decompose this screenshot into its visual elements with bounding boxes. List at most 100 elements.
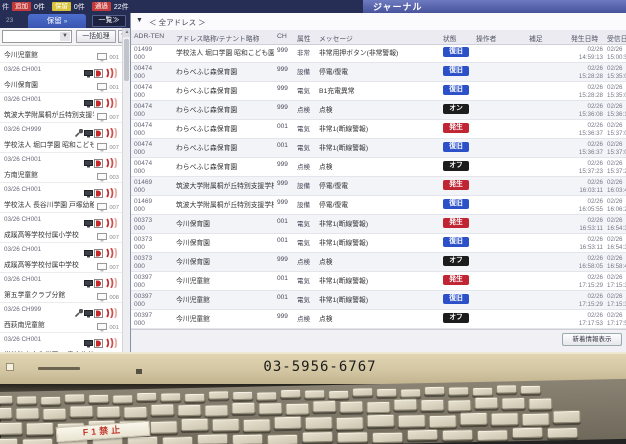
journal-row[interactable]: 00474 000 わらべふじ森保育園 999 設備 停電/復電 復旧 02/26 15:28:… (131, 63, 626, 82)
status-badge: 復旧 (443, 294, 469, 304)
cell-adr-ten: 00373 000 (134, 217, 153, 232)
facility-filter-select[interactable]: ▼ (2, 30, 72, 43)
monitor-bezel: 03-5956-6767 (0, 352, 626, 384)
journal-row[interactable]: 00397 000 今川児童館 001 電気 非常1(断線警報) 復旧 02/26 17:15:… (131, 291, 626, 310)
journal-row[interactable]: 01469 000 筑波大学附属桐が丘特別支援学校 999 設備 停電/復電 復旧 02/26… (131, 196, 626, 215)
cell-status: オフ (439, 313, 473, 323)
cell-address-name: わらべふじ森保育園 (176, 164, 238, 171)
facility-channel-row[interactable]: 03/26 CH001 (0, 182, 122, 199)
facility-channel-row[interactable]: 03/26 CH001 (0, 332, 122, 349)
channel-label: 03/26 CH001 (4, 276, 42, 283)
cell-ch: 001 (277, 123, 288, 130)
journal-row[interactable]: 01499 000 学校法人 堀口学園 昭和こども園 999 非常 非常用押ボタン(非常警… (131, 44, 626, 63)
channel-icons (84, 335, 119, 352)
keyboard-key (441, 429, 474, 441)
facility-item[interactable]: 今川保育園 001 (0, 76, 122, 92)
monitor-icon (97, 199, 108, 217)
keyboard-key (231, 433, 264, 444)
facility-channel-row[interactable]: 03/26 CH001 (0, 152, 122, 169)
channel-label: 03/26 CH001 (4, 156, 42, 163)
keyboard-key (312, 399, 337, 413)
address-filter-row[interactable]: ▼ ＜ 全アドレス ＞ (131, 13, 626, 31)
refresh-button[interactable]: 新着情報表示 (562, 333, 622, 346)
top-toolbar: 件 追加 0件 保留 0件 通過 22件 ジャーナル (0, 0, 626, 13)
sidebar-scrollbar[interactable]: ▲ (122, 28, 131, 352)
facility-channel-row[interactable]: 03/26 CH001 (0, 62, 122, 79)
list-button[interactable]: 一覧≫ (92, 15, 126, 27)
scrollbar-thumb[interactable] (124, 39, 129, 81)
terminal-icon (84, 335, 93, 352)
facility-item[interactable]: 西荻南児童館 001 (0, 316, 122, 332)
journal-row[interactable]: 00474 000 わらべふじ森保育園 001 電気 非常1(断線警報) 発生 02/26 15… (131, 120, 626, 139)
cell-adr-ten: 00474 000 (134, 65, 153, 80)
journal-row[interactable]: 01469 000 筑波大学附属桐が丘特別支援学校 999 設備 停電/復電 発生 02/26… (131, 177, 626, 196)
terminal-icon (84, 95, 93, 113)
cell-occurred-datetime: 02/26 14:59:13 (578, 46, 603, 61)
facility-name: 筑波大学附属桐が丘特別支援学校 (4, 112, 94, 119)
keyboard-key (96, 405, 121, 418)
channel-count: 008 (109, 295, 119, 301)
cell-address-name: わらべふじ森保育園 (176, 126, 238, 133)
keyboard-key (336, 431, 369, 443)
keyboard-key (211, 417, 240, 432)
journal-row[interactable]: 00373 000 今川保育園 001 電気 非常1(断線警報) 発生 02/26 16:53:… (131, 215, 626, 234)
channel-count: 007 (109, 265, 119, 271)
facility-channel-row[interactable]: 03/26 CH001 (0, 92, 122, 109)
status-badge: オフ (443, 256, 469, 266)
keyboard-key (406, 428, 439, 441)
cell-status: 復旧 (439, 142, 473, 152)
facility-channel-row[interactable]: 03/26 CH999 (0, 302, 122, 319)
cell-message: 非常1(断線警報) (319, 278, 369, 285)
facility-icons: 007 (97, 199, 119, 217)
facility-item[interactable]: 第五学童クラブ分館 008 (0, 286, 122, 302)
keyboard-key (546, 426, 579, 439)
cell-occurred-datetime: 02/26 16:53:11 (579, 217, 603, 232)
facility-item[interactable]: 学校法人 長谷川学園 戸塚幼稚園 007 (0, 196, 122, 212)
column-header: ADR-TEN (134, 33, 165, 40)
facility-channel-row[interactable]: 03/26 CH999 (0, 122, 122, 139)
facility-item[interactable]: 成蹊高等学校付属小学校 007 (0, 226, 122, 242)
journal-row[interactable]: 00373 000 今川保育園 999 点検 点検 オフ 02/26 16:58:05 02/26… (131, 253, 626, 272)
facility-icons: 007 (97, 139, 119, 157)
facility-channel-row[interactable]: 03/26 CH001 (0, 242, 122, 259)
cell-message: 非常用押ボタン(非常警報) (319, 50, 399, 57)
cell-occurred-datetime: 02/26 16:05:55 (578, 198, 603, 213)
facility-item[interactable]: 方南児童館 003 (0, 166, 122, 182)
signal-strength-icon (104, 155, 119, 173)
cell-occurred-datetime: 02/26 15:37:23 (578, 160, 603, 175)
facility-item[interactable]: 成蹊高等学校付属中学校 007 (0, 256, 122, 272)
facility-item[interactable]: 学校法人 堀口学園 昭和こども園 007 (0, 136, 122, 152)
keyboard-key (423, 385, 446, 396)
keyboard-key (64, 393, 86, 403)
cell-address-name: 学校法人 堀口学園 昭和こども園 (176, 50, 274, 57)
journal-row[interactable]: 00373 000 今川保育園 001 電気 非常1(断線警報) 復旧 02/26 16:53:… (131, 234, 626, 253)
journal-row[interactable]: 00474 000 わらべふじ森保育園 999 点検 点検 オン 02/26 15:36:08 0… (131, 101, 626, 120)
batch-process-button[interactable]: 一括処理 (76, 30, 116, 43)
scroll-up-icon[interactable]: ▲ (123, 28, 131, 37)
cell-ch: 999 (277, 313, 288, 320)
channel-label: 03/26 CH001 (4, 66, 42, 73)
facility-channel-row[interactable]: 03/26 CH001 (0, 212, 122, 229)
signal-strength-icon (104, 95, 119, 113)
journal-row[interactable]: 00397 000 今川児童館 999 点検 点検 オフ 02/26 17:17:53 02/26… (131, 310, 626, 329)
journal-row[interactable]: 00474 000 わらべふじ森保育園 999 電気 B1充電異常 復旧 02/26 15:28… (131, 82, 626, 101)
facility-item[interactable]: 筑波大学附属桐が丘特別支援学校 007 (0, 106, 122, 122)
tab-hold[interactable]: 保留 » (28, 14, 86, 28)
journal-row[interactable]: 00474 000 わらべふじ森保育園 001 電気 非常1(断線警報) 復旧 02/26 15… (131, 139, 626, 158)
facility-channel-row[interactable]: 03/26 CH001 (0, 272, 122, 289)
journal-row[interactable]: 00474 000 わらべふじ森保育園 999 点検 点検 オフ 02/26 15:37:23 0… (131, 158, 626, 177)
keyboard-key (196, 433, 229, 444)
keyboard-key (0, 421, 23, 436)
keyboard-key (495, 384, 518, 394)
column-header: 状態 (443, 36, 457, 43)
facility-item[interactable]: 今川児童館 001 (0, 46, 122, 62)
journal-row[interactable]: 00397 000 今川児童館 001 電気 非常1(断線警報) 発生 02/26 17:15:… (131, 272, 626, 291)
keyboard-key (256, 391, 278, 401)
keyboard-key (232, 390, 254, 401)
facility-icons: 007 (97, 109, 119, 127)
keyboard-key (472, 386, 494, 397)
